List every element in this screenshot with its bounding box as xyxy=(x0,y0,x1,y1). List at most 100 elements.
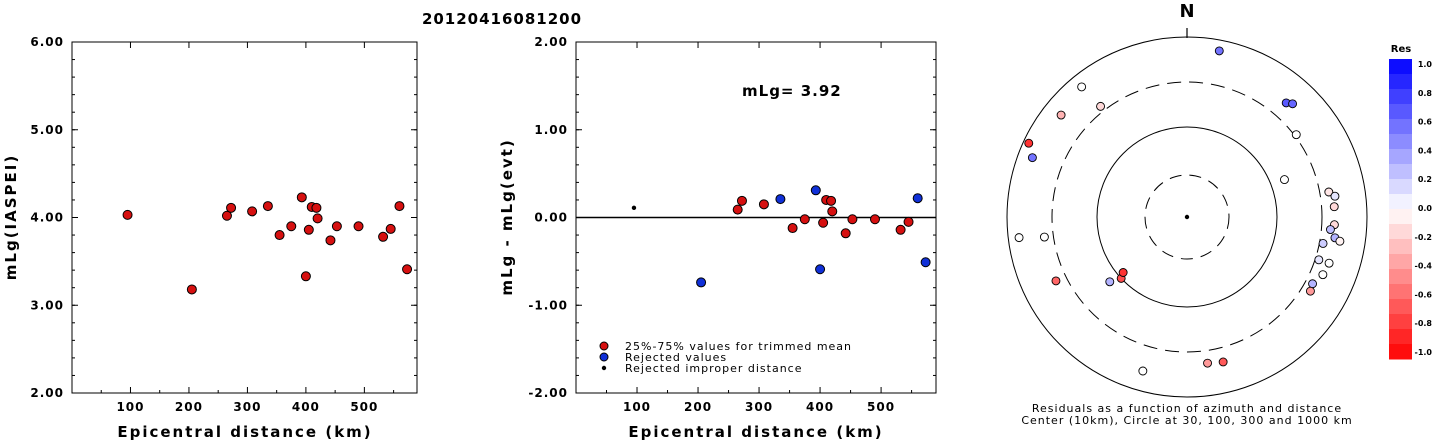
colorbar-swatch-9 xyxy=(1389,194,1412,210)
station-point-17 xyxy=(1305,286,1315,296)
rejected-point-2 xyxy=(810,185,821,196)
trimmed-point-1 xyxy=(736,195,747,206)
legend-marker-0 xyxy=(599,341,609,351)
colorbar-label-1: 0.8 xyxy=(1418,89,1433,98)
rejected-point-5 xyxy=(920,257,931,268)
colorbar-swatch-17 xyxy=(1389,314,1412,330)
circle-30km xyxy=(1144,174,1230,260)
left-point-12 xyxy=(311,202,322,213)
colorbar-label-3: 0.4 xyxy=(1418,146,1433,155)
station-point-6 xyxy=(1330,191,1340,201)
improper-distance-point-0 xyxy=(631,205,637,211)
left-y-tick-label-3: 5.00 xyxy=(30,123,64,137)
station-point-3 xyxy=(1291,130,1301,140)
trimmed-point-11 xyxy=(869,214,880,225)
left-point-1 xyxy=(186,284,197,295)
left-point-5 xyxy=(262,201,273,212)
colorbar-swatch-4 xyxy=(1389,119,1412,135)
station-point-11 xyxy=(1318,238,1328,248)
left-y-tick-label-2: 4.00 xyxy=(30,211,64,225)
middle-y-tick-label-4: 2.00 xyxy=(534,35,568,49)
colorbar-swatch-2 xyxy=(1389,89,1412,105)
figure-title: 20120416081200 xyxy=(422,10,582,28)
colorbar-label-9: -0.8 xyxy=(1415,319,1433,328)
north-label: N xyxy=(1179,1,1194,22)
colorbar-swatch-13 xyxy=(1389,254,1412,270)
trimmed-point-7 xyxy=(826,195,837,206)
rejected-point-1 xyxy=(775,194,786,205)
colorbar-swatch-1 xyxy=(1389,74,1412,90)
middle-x-tick-label-4: 500 xyxy=(867,400,895,414)
left-point-20 xyxy=(402,264,413,275)
left-x-tick-label-0: 100 xyxy=(116,400,144,414)
station-point-23 xyxy=(1118,268,1128,277)
colorbar-label-10: -1.0 xyxy=(1415,348,1433,357)
trimmed-point-9 xyxy=(840,228,851,239)
colorbar-swatch-11 xyxy=(1389,224,1412,240)
rejected-point-3 xyxy=(815,264,826,275)
left-x-tick-label-1: 200 xyxy=(175,400,203,414)
left-y-tick-label-4: 6.00 xyxy=(30,35,64,49)
left-ticks: 100 200 300 400 500 2.00 3.00 4.00 5.00 6.00 xyxy=(30,35,417,414)
trimmed-point-8 xyxy=(827,206,838,217)
middle-y-tick-label-2: 0.00 xyxy=(534,211,568,225)
station-point-14 xyxy=(1324,258,1334,268)
colorbar-swatch-14 xyxy=(1389,269,1412,285)
magnitude-vs-distance-chart: 100 200 300 400 500 2.00 3.00 4.00 5.00 6.00 Epic… xyxy=(2,35,418,441)
colorbar-label-7: -0.4 xyxy=(1415,262,1433,271)
colorbar-label-6: -0.2 xyxy=(1415,233,1433,242)
left-x-tick-label-3: 400 xyxy=(292,400,320,414)
colorbar-label-5: 0.0 xyxy=(1418,204,1433,213)
colorbar-swatch-19 xyxy=(1389,344,1412,360)
left-x-tick-label-2: 300 xyxy=(233,400,261,414)
middle-x-tick-label-2: 300 xyxy=(745,400,773,414)
legend-label-2: Rejected improper distance xyxy=(625,362,803,375)
left-point-7 xyxy=(286,221,297,232)
colorbar-labels: 1.0 0.8 0.6 0.4 0.2 0.0 -0.2 -0.4 -0.6 -0.8 -1.0 xyxy=(1415,60,1433,357)
trimmed-point-5 xyxy=(818,217,829,228)
colorbar-swatch-12 xyxy=(1389,239,1412,255)
trimmed-point-0 xyxy=(732,204,743,215)
station-point-16 xyxy=(1308,279,1318,289)
station-point-28 xyxy=(1024,138,1034,148)
legend-marker-1 xyxy=(599,352,609,362)
colorbar-title: Res xyxy=(1391,44,1411,55)
station-residual-points xyxy=(1014,46,1345,376)
left-point-10 xyxy=(303,224,314,235)
left-point-6 xyxy=(274,230,285,241)
colorbar-swatch-10 xyxy=(1389,209,1412,225)
legend-marker-2 xyxy=(601,365,607,371)
station-point-15 xyxy=(1318,270,1328,280)
left-point-0 xyxy=(122,209,133,220)
left-point-16 xyxy=(353,221,364,232)
station-point-5 xyxy=(1324,187,1334,197)
station-point-4 xyxy=(1280,175,1289,185)
legend: 25%-75% values for trimmed mean Rejected … xyxy=(599,340,852,375)
trimmed-point-3 xyxy=(787,223,798,234)
left-point-15 xyxy=(331,221,342,232)
colorbar-label-2: 0.6 xyxy=(1418,118,1433,127)
station-point-12 xyxy=(1335,236,1345,246)
rejected-point-0 xyxy=(696,277,707,288)
station-point-13 xyxy=(1314,255,1324,265)
event-magnitude-annotation: mLg= 3.92 xyxy=(742,82,842,100)
colorbar-swatch-7 xyxy=(1389,164,1412,180)
legend-label-0: 25%-75% values for trimmed mean xyxy=(625,340,852,353)
station-point-25 xyxy=(1039,232,1049,242)
trimmed-point-2 xyxy=(758,199,769,210)
colorbar-swatch-3 xyxy=(1389,104,1412,120)
station-point-19 xyxy=(1203,358,1212,368)
station-point-24 xyxy=(1051,276,1061,286)
station-point-27 xyxy=(1027,153,1037,163)
trimmed-point-12 xyxy=(895,224,906,235)
left-x-tick-label-4: 500 xyxy=(350,400,378,414)
middle-x-tick-label-3: 400 xyxy=(806,400,834,414)
colorbar-swatch-6 xyxy=(1389,149,1412,165)
left-y-tick-label-0: 2.00 xyxy=(30,386,64,400)
station-point-18 xyxy=(1218,357,1228,367)
left-point-13 xyxy=(312,213,323,224)
colorbar-swatch-8 xyxy=(1389,179,1412,195)
left-point-2 xyxy=(221,210,232,221)
left-y-axis-title: mLg(IASPEI) xyxy=(2,154,20,280)
